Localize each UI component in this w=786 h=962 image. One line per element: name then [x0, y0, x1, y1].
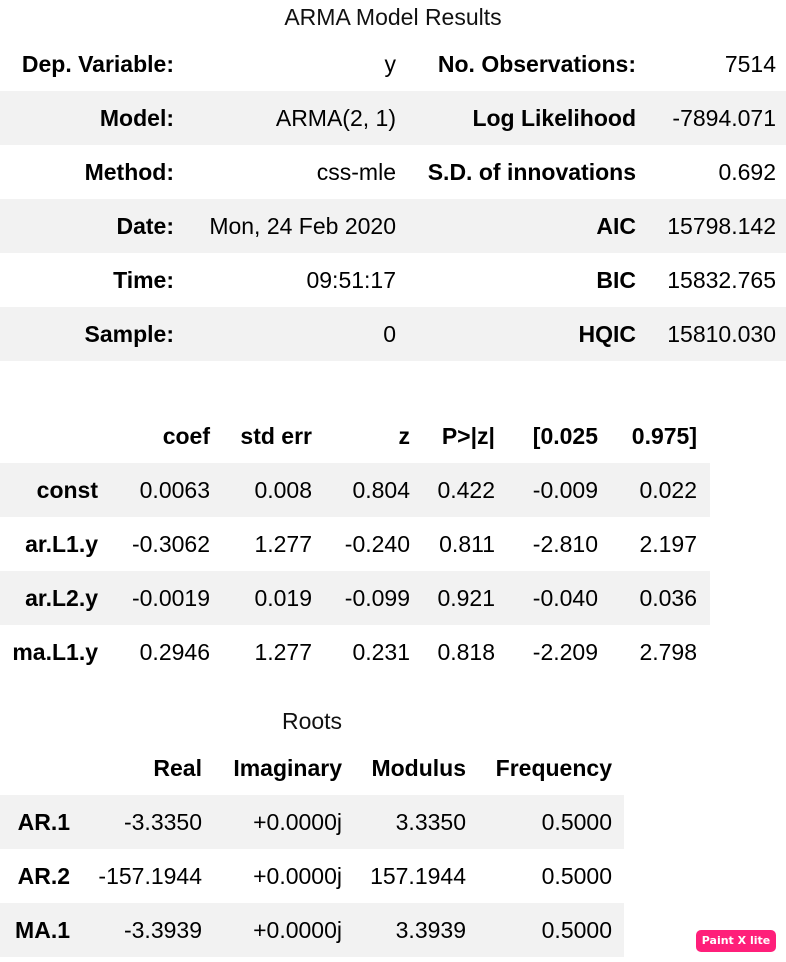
summary-label: Time:	[113, 267, 174, 293]
summary-value: 15832.765	[667, 267, 776, 293]
roots-cell: 3.3350	[395, 809, 466, 835]
coef-cell: 0.0063	[139, 477, 210, 503]
roots-cell: 0.5000	[541, 809, 612, 835]
coef-cell: 0.231	[352, 639, 410, 665]
summary-value: 15798.142	[667, 213, 776, 239]
coef-row-label: ar.L1.y	[25, 531, 98, 557]
summary-label: Sample:	[84, 321, 174, 347]
coef-cell: 2.798	[639, 639, 697, 665]
summary-value: 0.692	[718, 159, 776, 185]
coef-cell: 0.008	[254, 477, 312, 503]
coef-cell: 0.921	[437, 585, 495, 611]
roots-row-label: MA.1	[15, 917, 70, 943]
coef-header: coef	[162, 423, 210, 449]
roots-row: AR.1 -3.3350 +0.0000j 3.3350 0.5000	[0, 795, 624, 849]
summary-row: Date: Mon, 24 Feb 2020 AIC 15798.142	[0, 199, 786, 253]
roots-row-label: AR.2	[17, 863, 70, 889]
roots-cell: -3.3939	[123, 917, 202, 943]
summary-label: Model:	[99, 105, 174, 131]
summary-value: 15810.030	[667, 321, 776, 347]
coef-cell: -0.240	[344, 531, 410, 557]
summary-value: -7894.071	[672, 105, 776, 131]
coef-cell: 0.811	[439, 531, 495, 557]
summary-label: S.D. of innovations	[427, 159, 636, 185]
coef-header: std err	[240, 423, 312, 449]
summary-row: Sample: 0 HQIC 15810.030	[0, 307, 786, 361]
summary-label: No. Observations:	[437, 51, 636, 77]
summary-label: AIC	[596, 213, 636, 239]
roots-cell: -157.1944	[98, 863, 202, 889]
coef-header: 0.975]	[631, 423, 697, 449]
paint-x-lite-watermark: Paint X lite	[696, 930, 776, 952]
roots-cell: +0.0000j	[253, 863, 342, 889]
roots-cell: +0.0000j	[253, 809, 342, 835]
coef-cell: -0.009	[532, 477, 598, 503]
roots-row: MA.1 -3.3939 +0.0000j 3.3939 0.5000	[0, 903, 624, 957]
coef-header: P>|z|	[441, 423, 495, 449]
roots-cell: 0.5000	[541, 863, 612, 889]
coef-cell: 1.277	[254, 531, 312, 557]
summary-value: css-mle	[316, 159, 396, 185]
coef-row: ar.L2.y -0.0019 0.019 -0.099 0.921 -0.04…	[0, 571, 710, 625]
coef-cell: 0.019	[254, 585, 312, 611]
coef-row-label: ar.L2.y	[25, 585, 98, 611]
summary-value: 0	[383, 321, 396, 347]
coef-header: [0.025	[532, 423, 598, 449]
coef-cell: 0.2946	[139, 639, 210, 665]
coef-row: ar.L1.y -0.3062 1.277 -0.240 0.811 -2.81…	[0, 517, 710, 571]
coef-cell: 0.036	[639, 585, 697, 611]
roots-cell: +0.0000j	[253, 917, 342, 943]
coef-cell: 1.277	[254, 639, 312, 665]
roots-header: Modulus	[371, 755, 466, 781]
coef-cell: -0.099	[344, 585, 410, 611]
coef-row: ma.L1.y 0.2946 1.277 0.231 0.818 -2.209 …	[0, 625, 710, 679]
roots-row: AR.2 -157.1944 +0.0000j 157.1944 0.5000	[0, 849, 624, 903]
summary-value: y	[384, 51, 397, 77]
roots-cell: 3.3939	[395, 917, 466, 943]
summary-label: BIC	[596, 267, 636, 293]
coef-cell: 0.422	[437, 477, 495, 503]
coef-row-label: ma.L1.y	[12, 639, 98, 665]
roots-header: Imaginary	[233, 755, 342, 781]
coef-cell: -0.0019	[131, 585, 210, 611]
coef-row-label: const	[36, 477, 98, 503]
summary-value: Mon, 24 Feb 2020	[209, 213, 396, 239]
roots-cell: 0.5000	[541, 917, 612, 943]
roots-title: Roots	[281, 708, 343, 734]
summary-row: Dep. Variable: y No. Observations: 7514	[0, 37, 786, 91]
coef-cell: 2.197	[639, 531, 697, 557]
summary-row: Model: ARMA(2, 1) Log Likelihood -7894.0…	[0, 91, 786, 145]
roots-cell: 157.1944	[370, 863, 466, 889]
roots-header: Frequency	[495, 755, 612, 781]
roots-header: Real	[153, 755, 202, 781]
coef-row: const 0.0063 0.008 0.804 0.422 -0.009 0.…	[0, 463, 710, 517]
summary-row: Method: css-mle S.D. of innovations 0.69…	[0, 145, 786, 199]
coef-cell: 0.818	[437, 639, 495, 665]
coef-cell: -2.810	[532, 531, 598, 557]
summary-value: 7514	[724, 51, 776, 77]
coef-cell: -2.209	[532, 639, 598, 665]
coef-header: z	[398, 423, 411, 449]
coef-cell: -0.3062	[131, 531, 210, 557]
coef-cell: 0.022	[639, 477, 697, 503]
summary-value: ARMA(2, 1)	[275, 105, 396, 131]
summary-label: HQIC	[578, 321, 637, 347]
summary-label: Dep. Variable:	[21, 51, 174, 77]
coef-cell: 0.804	[352, 477, 410, 503]
summary-value: 09:51:17	[306, 267, 396, 293]
summary-label: Date:	[116, 213, 174, 239]
roots-cell: -3.3350	[123, 809, 202, 835]
summary-label: Method:	[84, 159, 174, 185]
summary-label: Log Likelihood	[472, 105, 636, 131]
roots-row-label: AR.1	[17, 809, 70, 835]
coef-cell: -0.040	[532, 585, 598, 611]
summary-row: Time: 09:51:17 BIC 15832.765	[0, 253, 786, 307]
summary-title: ARMA Model Results	[284, 4, 502, 30]
